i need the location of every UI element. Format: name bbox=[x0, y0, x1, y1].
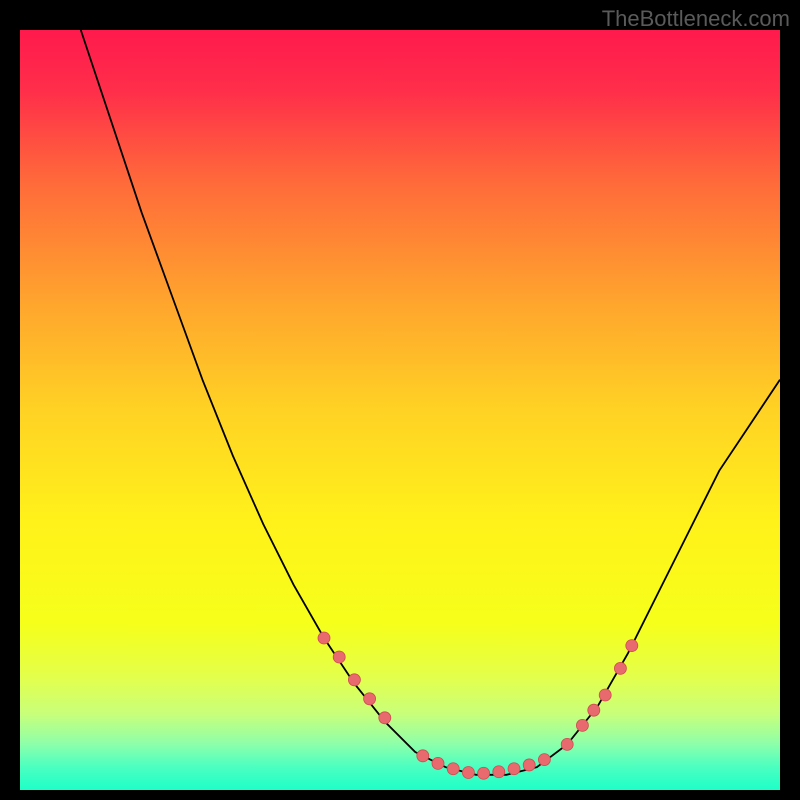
data-marker bbox=[478, 767, 490, 779]
data-marker bbox=[626, 640, 638, 652]
watermark-text: TheBottleneck.com bbox=[602, 6, 790, 32]
chart-svg-layer bbox=[20, 30, 780, 790]
data-marker bbox=[432, 757, 444, 769]
data-marker bbox=[599, 689, 611, 701]
data-marker bbox=[588, 704, 600, 716]
data-marker bbox=[379, 712, 391, 724]
data-marker bbox=[417, 750, 429, 762]
data-marker bbox=[561, 738, 573, 750]
data-marker bbox=[493, 766, 505, 778]
data-marker bbox=[462, 767, 474, 779]
data-marker bbox=[364, 693, 376, 705]
data-marker bbox=[576, 719, 588, 731]
data-marker bbox=[318, 632, 330, 644]
data-marker bbox=[447, 763, 459, 775]
data-marker bbox=[348, 674, 360, 686]
marker-group bbox=[318, 632, 638, 779]
bottleneck-curve bbox=[81, 30, 780, 775]
data-marker bbox=[523, 759, 535, 771]
data-marker bbox=[614, 662, 626, 674]
data-marker bbox=[508, 763, 520, 775]
chart-container bbox=[20, 30, 780, 790]
data-marker bbox=[333, 651, 345, 663]
data-marker bbox=[538, 754, 550, 766]
